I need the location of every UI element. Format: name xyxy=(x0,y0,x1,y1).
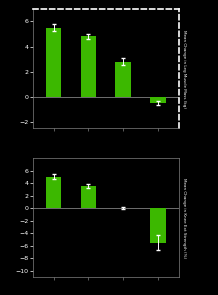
Bar xyxy=(46,177,61,208)
Bar xyxy=(46,28,61,97)
Bar xyxy=(150,97,166,103)
Text: Mean Change in Knee Ext Strength (%): Mean Change in Knee Ext Strength (%) xyxy=(182,178,186,258)
Bar xyxy=(80,37,96,97)
Legend: p<0.05 vs CON: p<0.05 vs CON xyxy=(35,166,74,171)
Bar xyxy=(115,62,131,97)
Bar xyxy=(150,208,166,243)
Text: Mean Change in Leg Muscle Mass (kg): Mean Change in Leg Muscle Mass (kg) xyxy=(182,30,186,107)
Bar xyxy=(80,186,96,208)
